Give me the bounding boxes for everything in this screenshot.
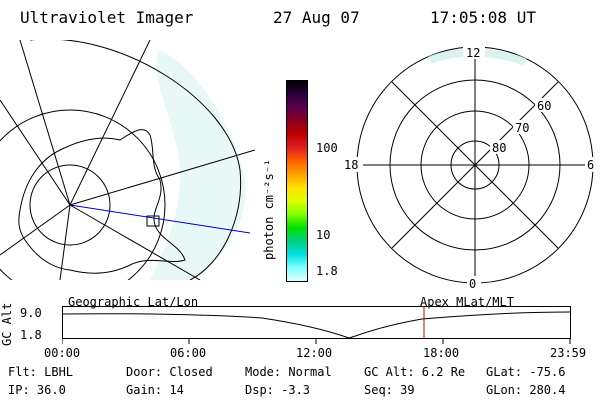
meridian-line xyxy=(0,204,71,256)
timeline-right-label: Apex MLat/MLT xyxy=(420,295,514,309)
mlt-label-0: 0 xyxy=(469,277,476,290)
meridian-line xyxy=(69,149,255,206)
lat-label-bg xyxy=(535,98,555,112)
lat-label-bg xyxy=(513,120,533,134)
dayglow-region xyxy=(150,50,246,280)
mlt-label-bg xyxy=(463,45,485,59)
x-tick-label-2359: 23:59 xyxy=(550,346,587,360)
meridian-line xyxy=(0,99,71,206)
filter-info: Flt: LBHL xyxy=(8,365,74,379)
coastline xyxy=(18,129,186,274)
instrument-title: Ultraviolet Imager xyxy=(20,8,194,27)
polar-plot: 12 18 6 0 60 70 80 xyxy=(341,45,599,290)
meridian-line xyxy=(69,40,151,206)
mlt-label-12: 12 xyxy=(466,46,480,60)
meridian-line xyxy=(59,204,71,280)
mode-info: Mode: Normal xyxy=(245,365,332,379)
lat-circle-inner xyxy=(29,164,111,246)
lat-label-80: 80 xyxy=(492,141,506,155)
mlt-label-18: 18 xyxy=(344,158,358,172)
door-info: Door: Closed xyxy=(126,365,213,379)
seq-info: Seq: 39 xyxy=(364,383,415,397)
mlt-label-bg xyxy=(467,276,481,290)
mlt-label-6: 6 xyxy=(587,158,594,172)
timeline-left-label: Geographic Lat/Lon xyxy=(68,295,199,309)
orbit-timeline xyxy=(62,306,571,344)
colorbar-label: photon cm⁻²s⁻¹ xyxy=(262,158,276,260)
geographic-map xyxy=(0,40,255,280)
colorbar-tick-10: 10 xyxy=(316,228,331,242)
lat-circle-outer xyxy=(0,109,166,280)
lat-label-bg xyxy=(490,140,510,154)
colorbar-tick-1_8: 1.8 xyxy=(316,264,338,278)
altitude-curve xyxy=(62,311,571,339)
meridian-line xyxy=(69,204,201,280)
timeline-frame xyxy=(62,306,571,339)
x-tick-label-1800: 18:00 xyxy=(423,346,460,360)
meridian-line xyxy=(19,40,71,206)
timeline-axis-label: GC Alt xyxy=(0,302,14,346)
date-label: 27 Aug 07 xyxy=(273,8,360,27)
x-tick-label-1200: 12:00 xyxy=(296,346,333,360)
lat-label-60: 60 xyxy=(537,99,551,113)
mlt-label-bg xyxy=(341,157,363,172)
mlt-label-bg xyxy=(585,157,599,172)
ip-info: IP: 36.0 xyxy=(8,383,66,397)
gain-info: Gain: 14 xyxy=(126,383,184,397)
colorbar-tick-100: 100 xyxy=(316,141,338,155)
terminator-line xyxy=(69,204,251,234)
timeline-y-tick-top: 9.0 xyxy=(20,306,42,320)
colorbar xyxy=(286,80,308,282)
time-label: 17:05:08 UT xyxy=(430,8,536,27)
glat-info: GLat: -75.6 xyxy=(486,365,566,379)
gcalt-info: GC Alt: 6.2 Re xyxy=(364,365,466,379)
x-tick-label-0000: 00:00 xyxy=(44,346,81,360)
lat-label-70: 70 xyxy=(515,121,529,135)
glon-info: GLon: 280.4 xyxy=(486,383,566,397)
x-tick-label-0600: 06:00 xyxy=(170,346,207,360)
timeline-y-tick-bottom: 1.8 xyxy=(20,328,42,342)
dsp-info: Dsp: -3.3 xyxy=(245,383,311,397)
outer-arc xyxy=(30,40,242,280)
location-marker xyxy=(146,215,160,227)
polar-diagonal xyxy=(391,81,559,249)
